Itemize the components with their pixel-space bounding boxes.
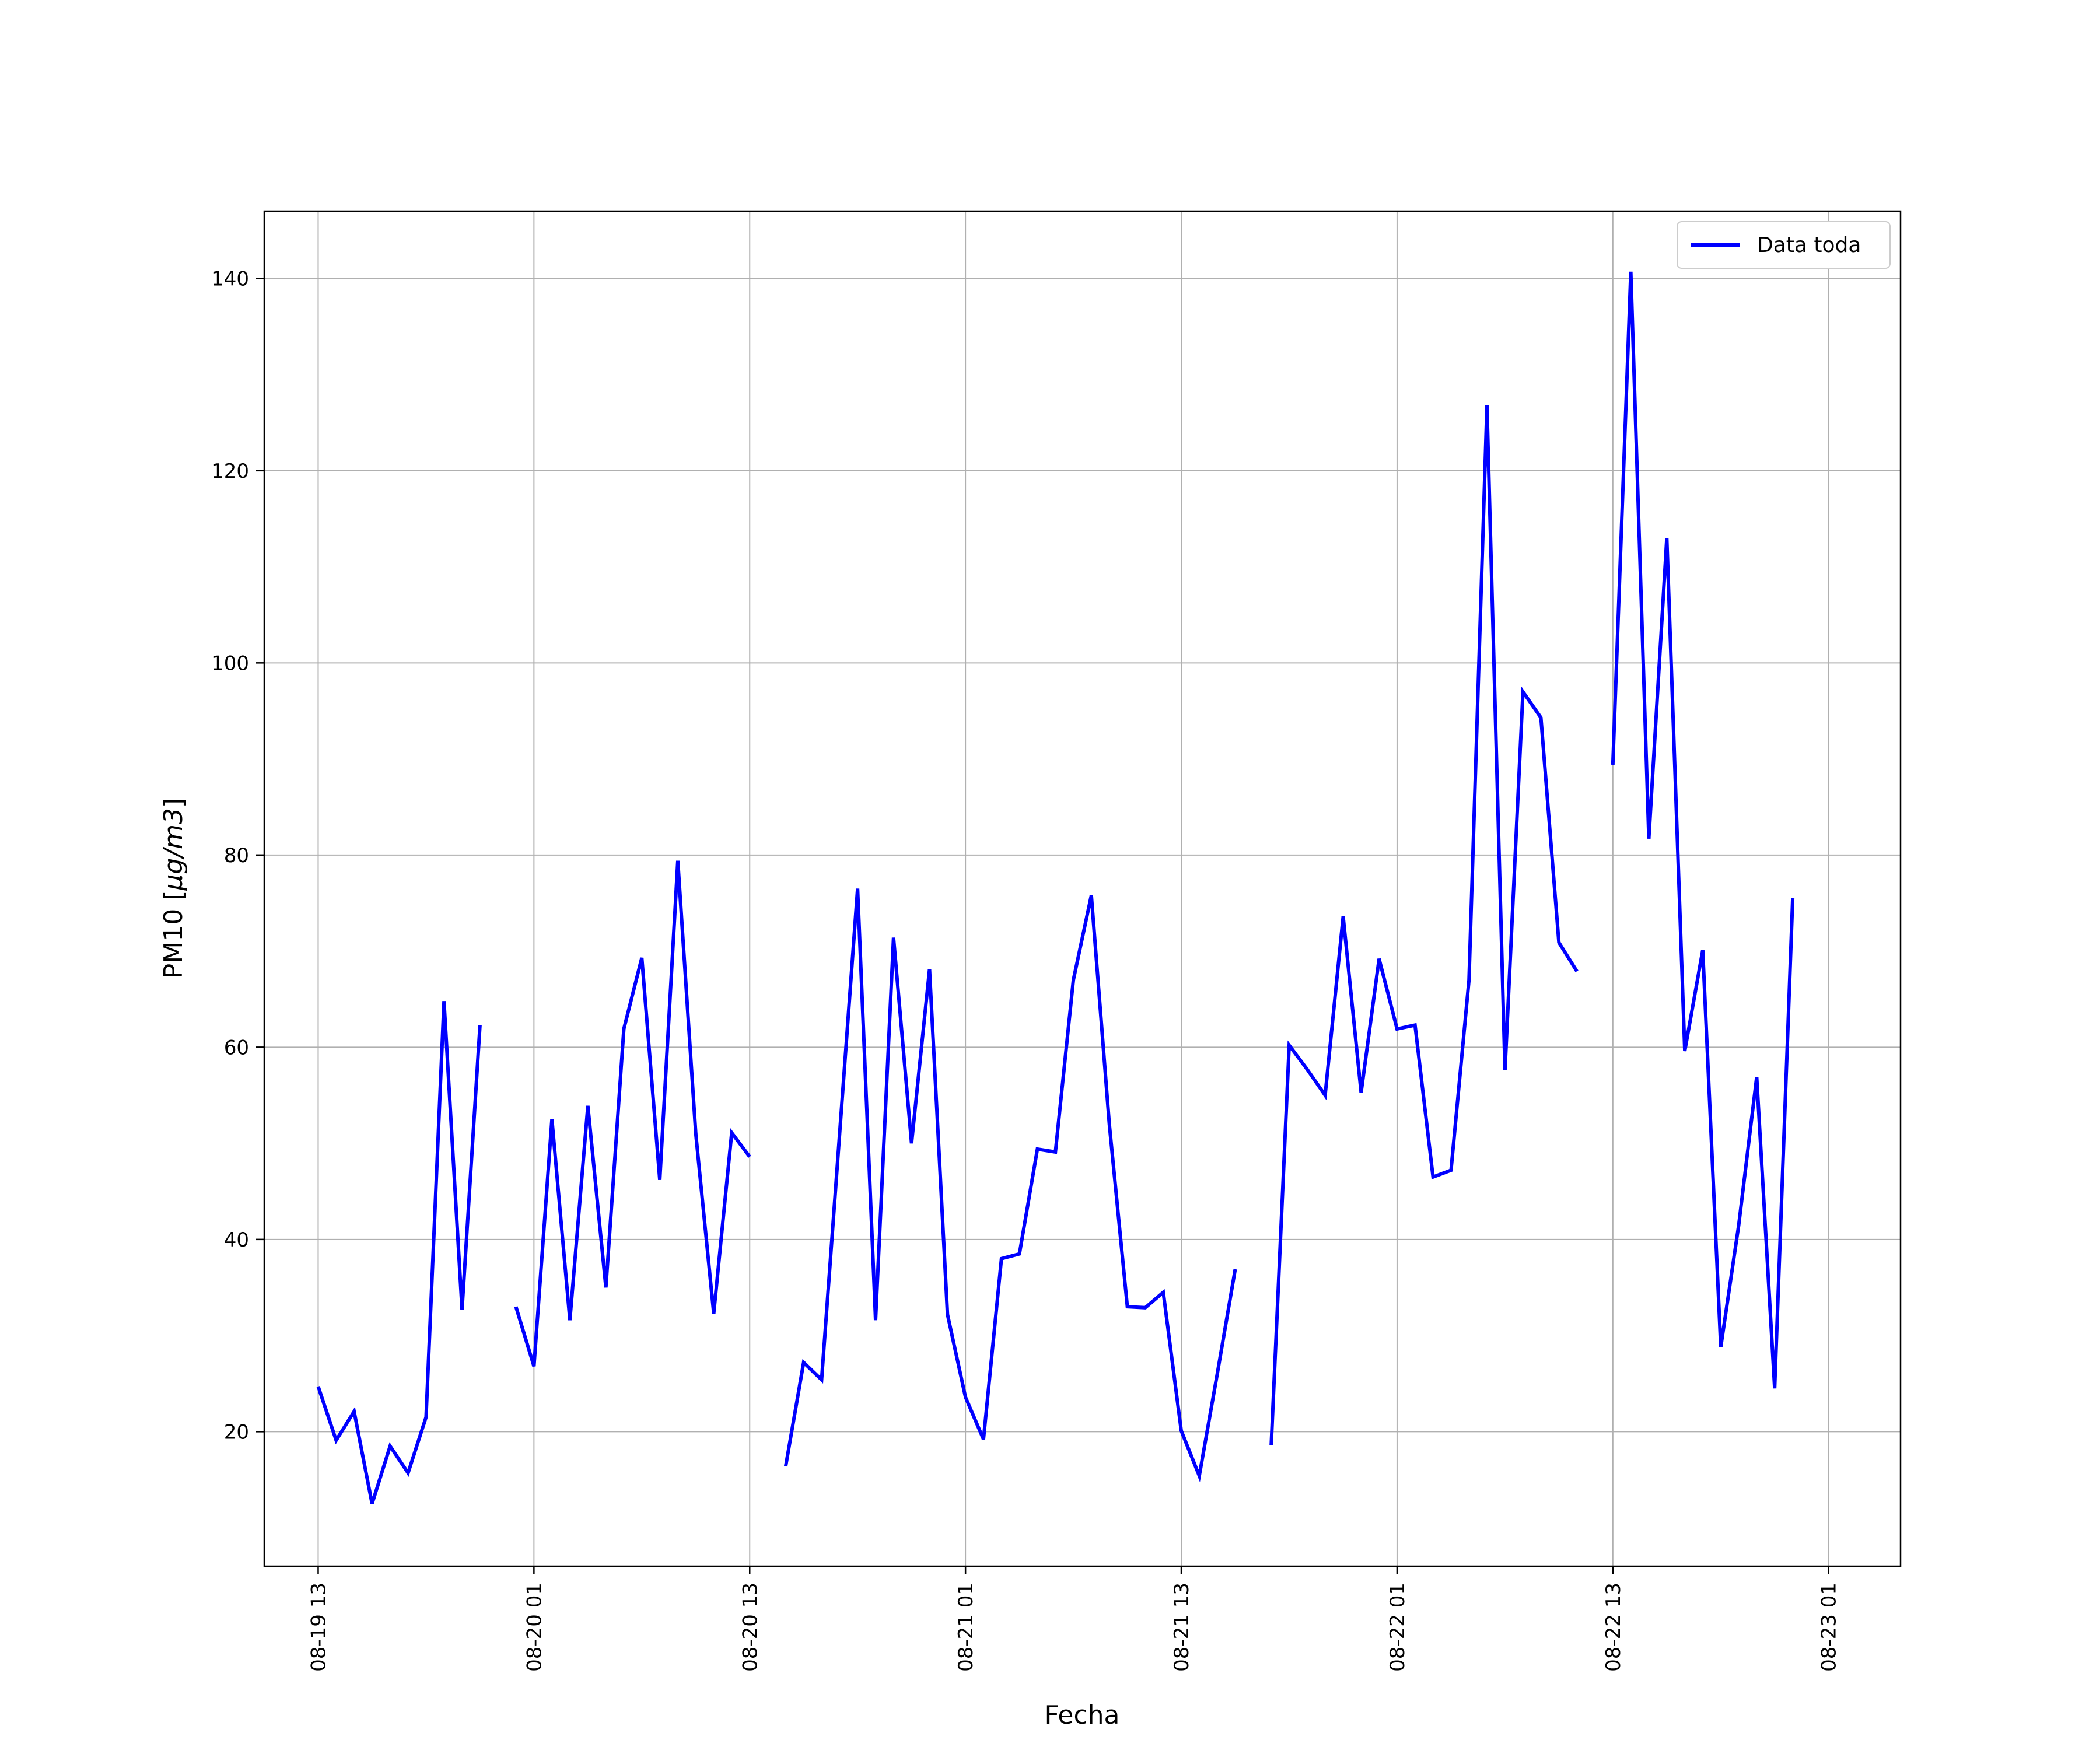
plot-frame <box>263 210 1902 1567</box>
grid-lines <box>264 211 1901 1566</box>
y-tick-label: 120 <box>211 460 249 483</box>
series-line-segment <box>316 1001 482 1504</box>
series-layer <box>316 271 1795 1504</box>
x-tick-label: 08-22 01 <box>1386 1583 1409 1672</box>
legend-label: Data toda <box>1757 233 1861 257</box>
y-tick-label: 60 <box>224 1036 249 1059</box>
y-tick-label: 80 <box>224 844 249 867</box>
y-tick-label: 100 <box>211 652 249 675</box>
x-tick-label: 08-20 13 <box>738 1583 762 1672</box>
y-axis-label: PM10 [μg/m3] <box>159 798 188 979</box>
x-axis-label: Fecha <box>1044 1700 1119 1730</box>
legend: Data toda <box>1676 221 1891 269</box>
x-tick-label: 08-22 13 <box>1602 1583 1625 1672</box>
series-line-segment <box>514 860 751 1367</box>
plot-background <box>264 211 1901 1566</box>
x-tick-label: 08-19 13 <box>307 1583 330 1672</box>
series-line-segment <box>1269 405 1578 1446</box>
legend-box <box>1676 221 1891 269</box>
y-tick-label: 20 <box>224 1420 249 1444</box>
x-tick-label: 08-21 01 <box>954 1583 978 1672</box>
y-tick-label: 40 <box>224 1228 249 1252</box>
x-axis: 08-19 13 08-20 01 08-20 13 08-21 01 08-21 13… <box>307 1566 1841 1672</box>
x-tick-label: 08-20 01 <box>523 1583 546 1672</box>
series-line-segment <box>783 888 1237 1483</box>
series-line-segment <box>1611 271 1795 1389</box>
x-tick-label: 08-21 13 <box>1170 1583 1194 1672</box>
y-axis: 20 40 60 80 100 120 140 <box>211 267 264 1444</box>
x-tick-label: 08-23 01 <box>1818 1583 1841 1672</box>
y-tick-label: 140 <box>211 267 249 290</box>
